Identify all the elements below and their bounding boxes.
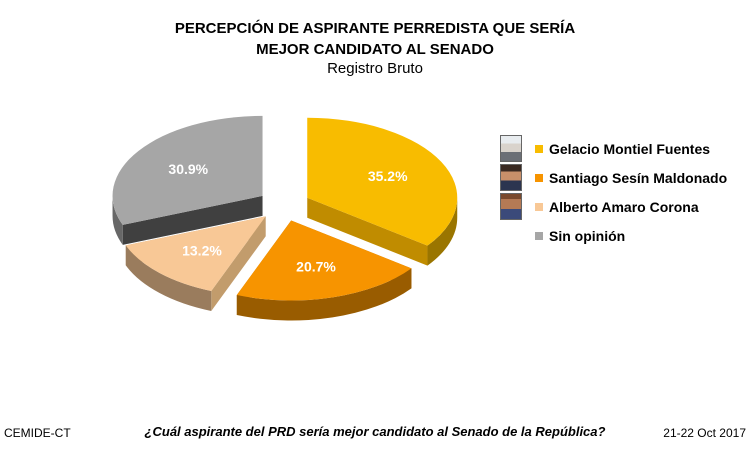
pie-slice-4 — [112, 115, 263, 225]
chart-title: PERCEPCIÓN DE ASPIRANTE PERREDISTA QUE S… — [0, 18, 750, 60]
legend-label: Alberto Amaro Corona — [549, 198, 699, 215]
candidate-photo-santiago — [500, 164, 522, 191]
pie-slice-3 — [125, 216, 266, 291]
legend-swatch — [535, 231, 543, 240]
data-label: 30.9% — [168, 161, 208, 177]
data-label: 35.2% — [368, 168, 408, 184]
footer-question: ¿Cuál aspirante del PRD sería mejor cand… — [144, 424, 606, 439]
legend-swatch — [535, 173, 543, 182]
candidate-photo-alberto — [500, 193, 522, 220]
legend-label: Sin opinión — [549, 227, 626, 244]
data-label: 20.7% — [296, 259, 336, 275]
legend-swatch — [535, 144, 543, 153]
footer-date: 21-22 Oct 2017 — [663, 426, 746, 440]
legend-swatch — [535, 202, 543, 211]
chart-title-line-1: PERCEPCIÓN DE ASPIRANTE PERREDISTA QUE S… — [174, 20, 576, 37]
legend-label: Santiago Sesín Maldonado — [549, 169, 728, 186]
footer-source: CEMIDE-CT — [4, 426, 71, 440]
chart-legend: Gelacio Montiel Fuentes Santiago Sesín M… — [497, 134, 727, 250]
pie-slice-side — [112, 195, 263, 245]
legend-item-sin-opinion: Sin opinión — [497, 221, 727, 250]
pie-slice-1 — [307, 117, 458, 246]
candidate-photo-gelacio — [500, 135, 522, 162]
chart-title-line-2: MEJOR CANDIDATO AL SENADO — [256, 41, 494, 58]
pie-slice-2 — [236, 220, 412, 301]
legend-label: Gelacio Montiel Fuentes — [549, 140, 711, 157]
pie-slice-side — [307, 197, 458, 266]
legend-item-santiago: Santiago Sesín Maldonado — [497, 163, 727, 192]
legend-item-alberto: Alberto Amaro Corona — [497, 192, 727, 221]
legend-item-gelacio: Gelacio Montiel Fuentes — [497, 134, 727, 163]
chart-subtitle: Registro Bruto — [327, 60, 423, 77]
data-label: 13.2% — [182, 242, 222, 258]
